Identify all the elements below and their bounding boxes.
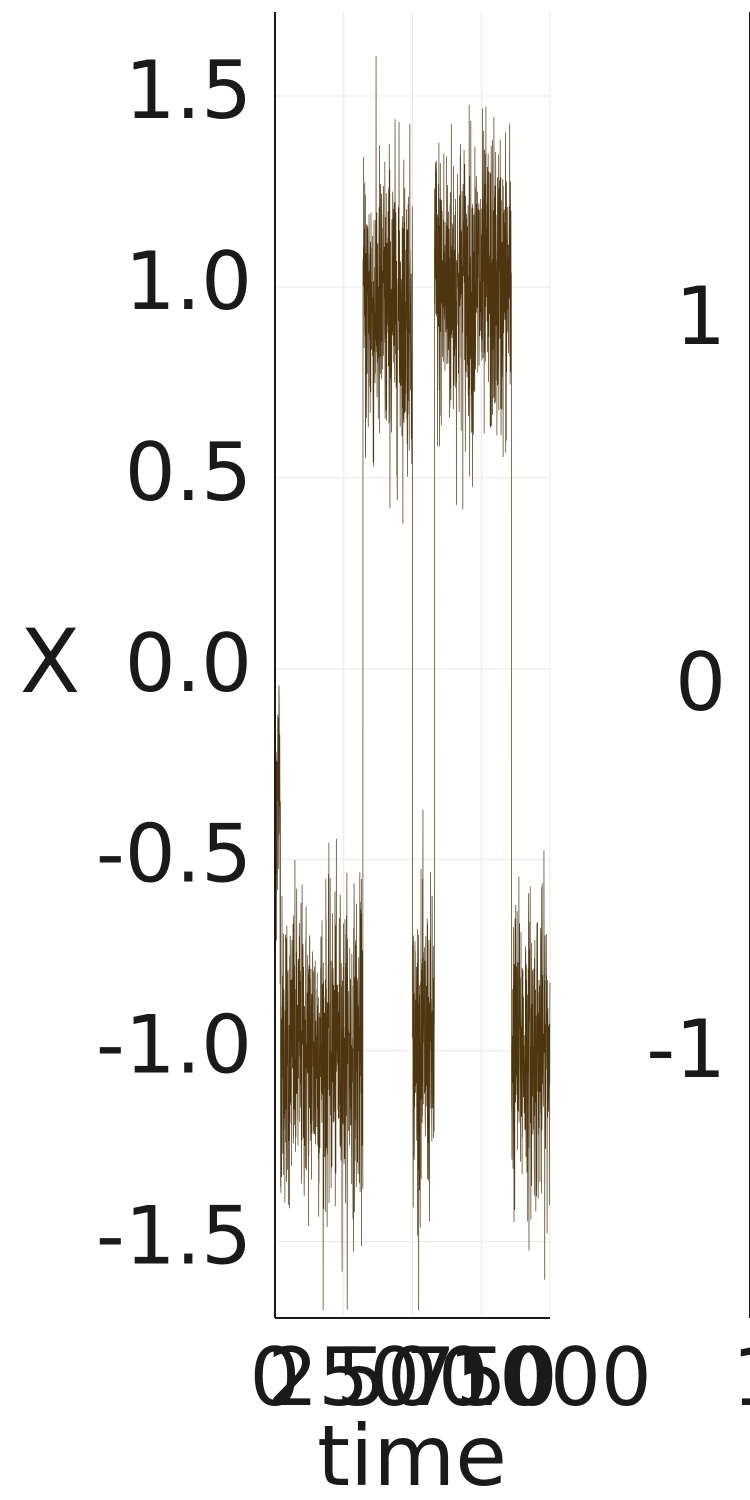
- x-tick-label: 250: [267, 1331, 420, 1424]
- x-tick-label: 500: [336, 1331, 489, 1424]
- second-panel-x-tick-label: 1: [732, 1331, 750, 1424]
- x-axis-title: time: [317, 1407, 507, 1500]
- second-panel-y-tick-label: 1: [675, 270, 726, 363]
- y-axis-title: X: [20, 610, 80, 713]
- series-trace: [274, 55, 551, 1311]
- second-panel-y-tick-labels: 1 0 -1: [646, 270, 726, 1096]
- second-panel-y-tick-label: -1: [646, 1003, 726, 1096]
- y-tick-label: 1.0: [125, 235, 252, 328]
- y-tick-label: -1.0: [96, 999, 252, 1092]
- y-tick-label: 0.0: [125, 617, 252, 710]
- x-tick-label: 750: [405, 1331, 558, 1424]
- second-panel-x-tick-labels: 1: [732, 1331, 750, 1424]
- x-tick-label: 0: [250, 1331, 301, 1424]
- x-tick-label: 1000: [448, 1331, 652, 1424]
- y-tick-label: 0.5: [125, 426, 252, 519]
- second-panel-y-tick-label: 0: [675, 636, 726, 729]
- y-tick-label: -1.5: [96, 1190, 252, 1283]
- y-tick-labels: 1.5 1.0 0.5 0.0 -0.5 -1.0 -1.5: [96, 44, 252, 1283]
- y-tick-label: -0.5: [96, 808, 252, 901]
- series-line: [274, 55, 551, 1311]
- y-tick-label: 1.5: [125, 44, 252, 137]
